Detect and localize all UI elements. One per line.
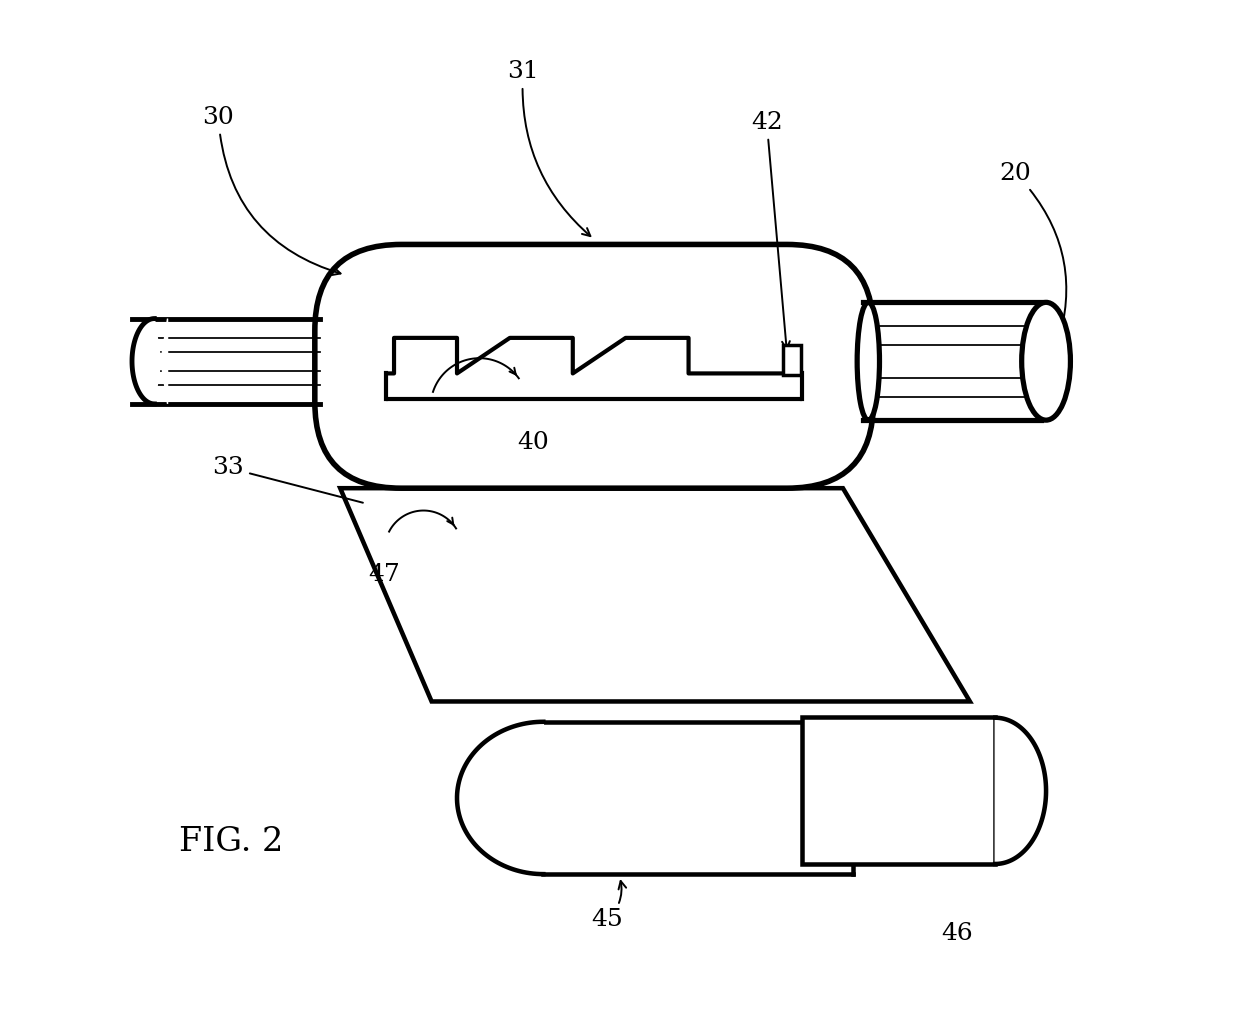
Text: 47: 47 bbox=[368, 563, 400, 586]
Text: 31: 31 bbox=[507, 60, 590, 236]
Polygon shape bbox=[995, 717, 1046, 864]
Bar bbox=[783, 345, 802, 375]
Text: 33: 33 bbox=[213, 457, 363, 502]
Text: FIG. 2: FIG. 2 bbox=[180, 826, 284, 857]
Polygon shape bbox=[341, 488, 970, 702]
Ellipse shape bbox=[1022, 302, 1070, 420]
Polygon shape bbox=[457, 722, 544, 875]
Text: 46: 46 bbox=[940, 921, 973, 945]
FancyBboxPatch shape bbox=[315, 244, 873, 488]
Bar bbox=[803, 717, 995, 864]
Polygon shape bbox=[133, 318, 167, 404]
Text: 40: 40 bbox=[518, 431, 549, 454]
Ellipse shape bbox=[857, 302, 880, 420]
Text: 45: 45 bbox=[591, 881, 626, 932]
Text: 20: 20 bbox=[1000, 162, 1067, 344]
Text: 30: 30 bbox=[202, 106, 341, 275]
Text: 42: 42 bbox=[751, 111, 789, 349]
